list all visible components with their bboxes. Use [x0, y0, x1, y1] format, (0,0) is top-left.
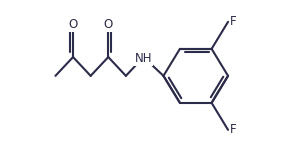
Text: O: O [104, 18, 113, 31]
Text: O: O [68, 18, 78, 31]
Text: F: F [230, 15, 236, 28]
Text: NH: NH [135, 52, 152, 65]
Text: F: F [230, 123, 236, 136]
